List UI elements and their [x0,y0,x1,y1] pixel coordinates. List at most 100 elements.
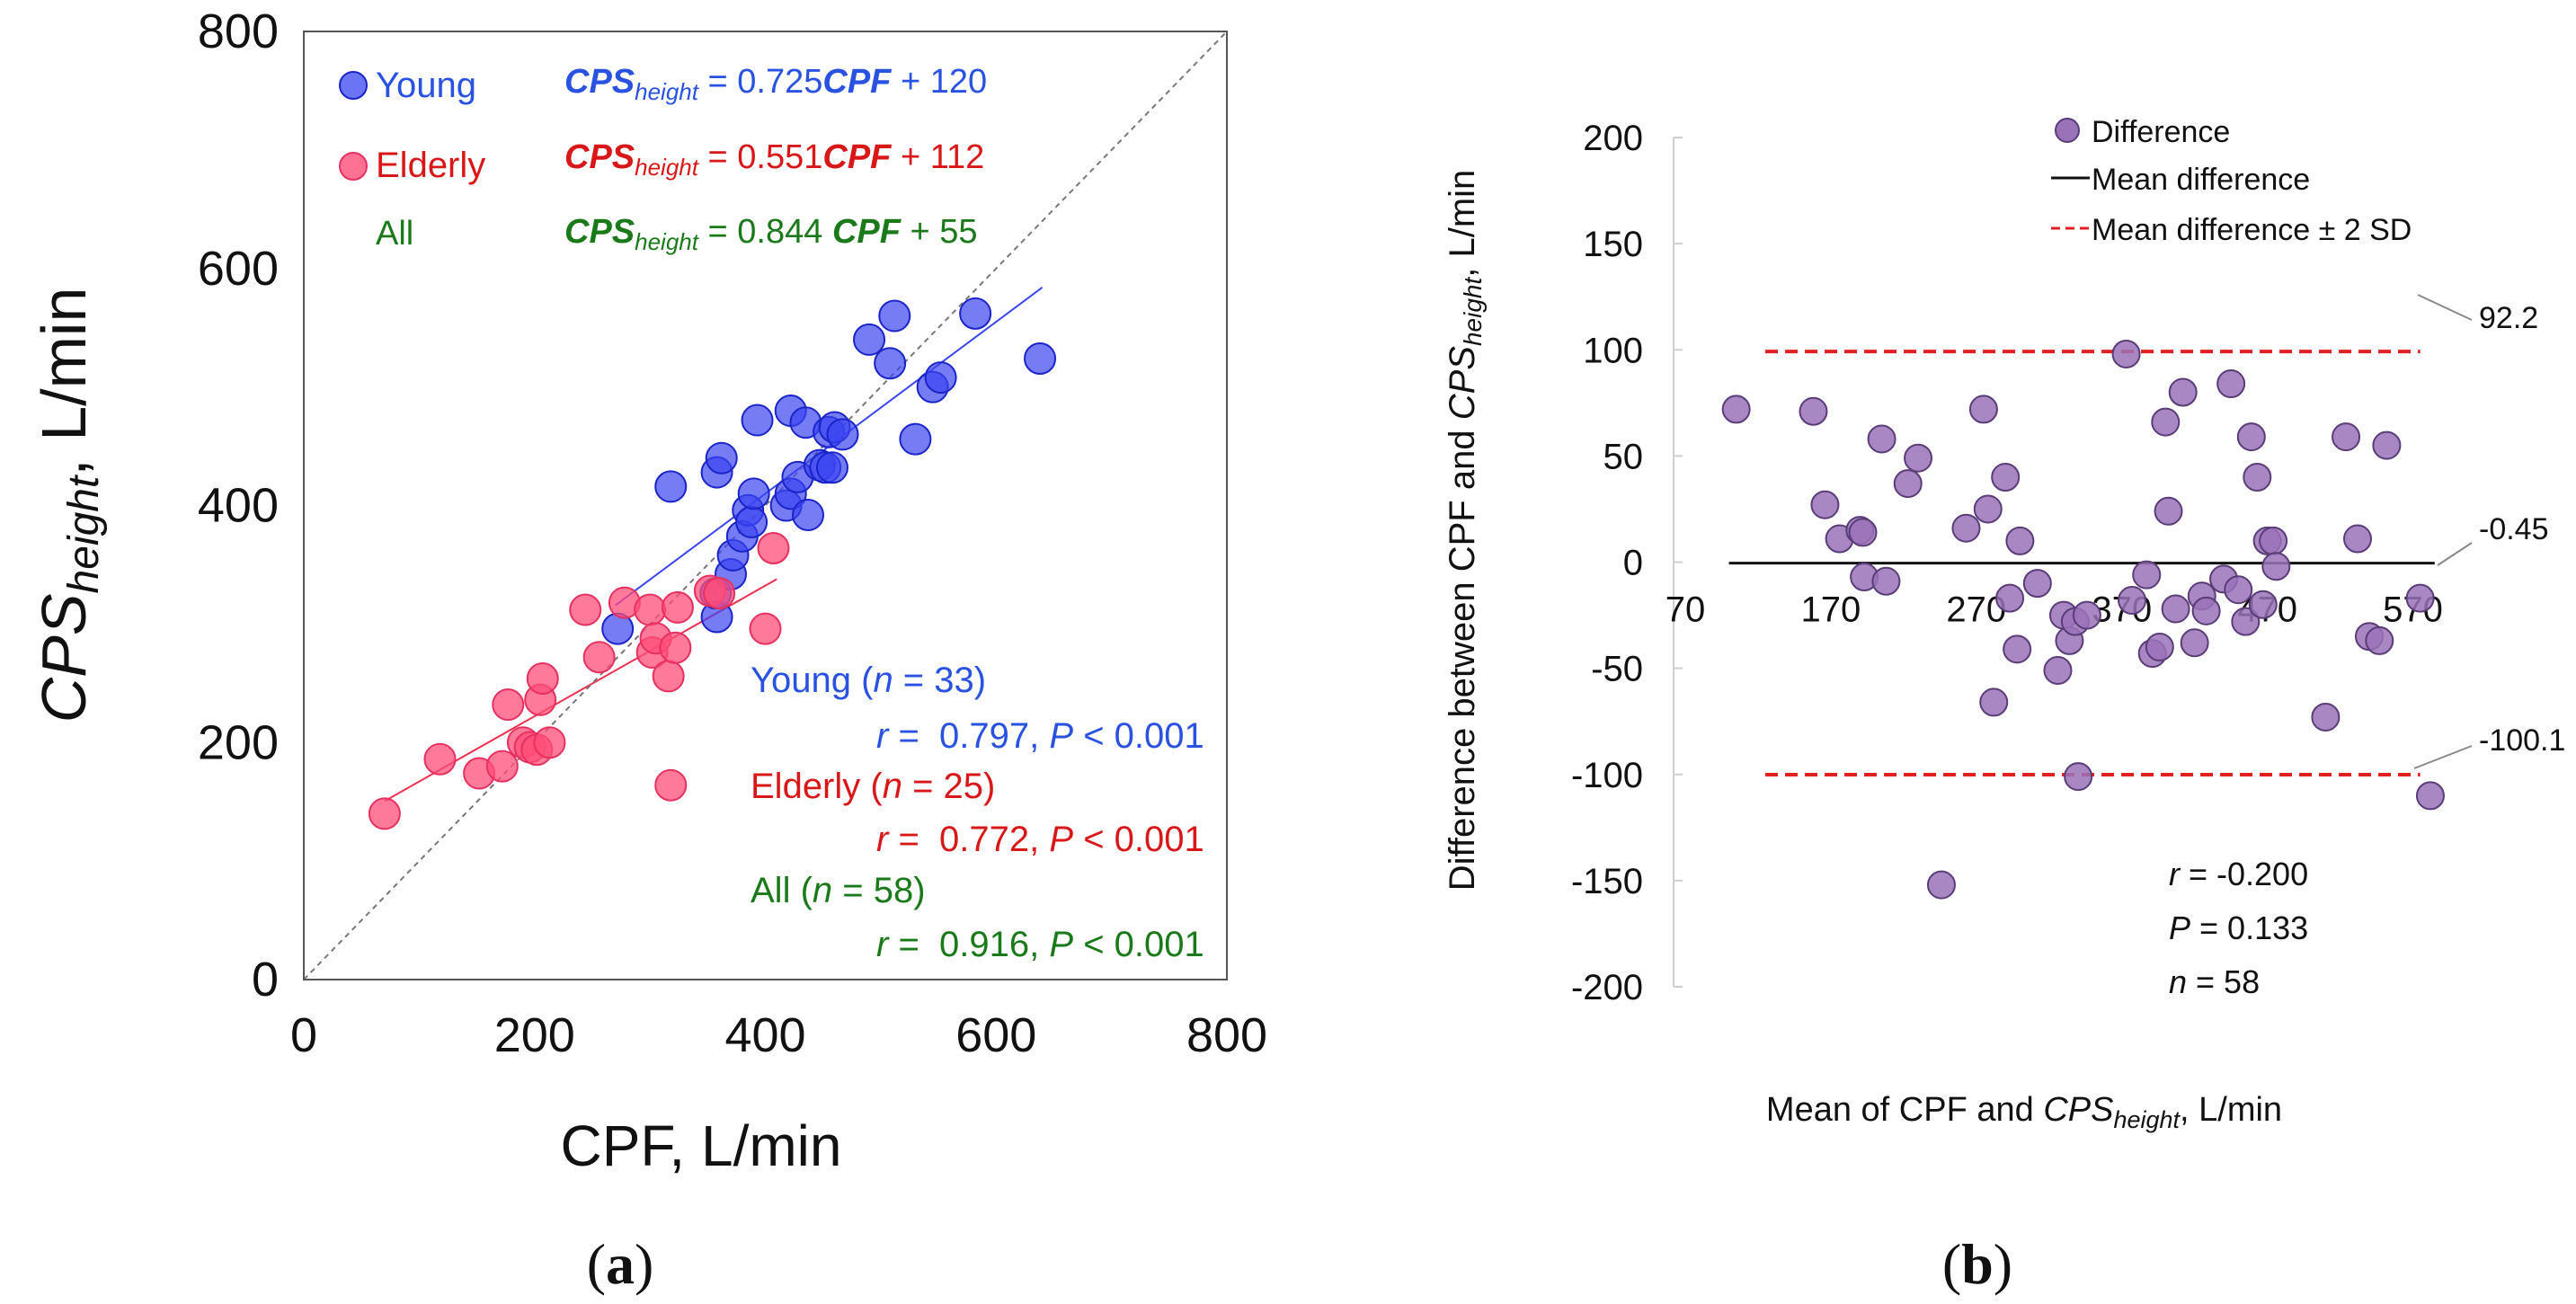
stats-all-r-var: r [876,925,890,964]
stats-all-r: r = 0.916, P < 0.001 [786,925,1275,964]
point-difference [1810,490,1840,519]
stats-all-n-val: = 58) [832,871,925,910]
point-difference [2064,762,2093,792]
eq-elderly-sub: height [635,154,700,181]
stats-elderly-n-label: Elderly ( [751,767,883,806]
point-difference [2332,422,2361,452]
stats-all-n-label: All ( [751,871,813,910]
point-young [853,323,886,356]
point-elderly [582,641,616,674]
panel-a-caption-letter: a [606,1232,635,1296]
panel-a-x-tick-label: 400 [724,1008,805,1062]
eq-young-sub: height [635,78,700,105]
stats-all-p-val: < 0.001 [1073,925,1204,964]
panel-a-x-tick-label: 200 [494,1008,575,1062]
stats-young-n-val: = 33) [893,661,986,700]
point-difference [2365,625,2394,655]
point-difference [2191,596,2221,625]
panel-a-x-tick-label: 800 [1186,1008,1267,1062]
point-elderly [569,593,602,626]
legend-elderly-label: Elderly [376,146,485,185]
point-difference [1848,518,1878,547]
panel-a-axis-ticks: 0 200 400 600 800 0 200 400 600 800 [198,4,1267,1062]
legend-difference-marker [2055,118,2080,143]
panel-a-plot-frame [303,31,1228,980]
stats-b-p-var: P [2169,909,2190,946]
panel-b-points [1721,339,2445,900]
panel-b-x-tick-label: 70 [1666,590,1706,630]
stats-young-r: r = 0.797, P < 0.001 [786,716,1275,756]
stats-elderly-r-val: = 0.772, [888,820,1049,859]
point-elderly [485,750,519,783]
point-difference [2168,377,2198,407]
stats-young-n-label: Young ( [751,661,874,700]
panel-b-y-tick-label: -100 [1571,756,1643,795]
stats-elderly-n-var: n [883,767,902,806]
eq-all-cps: CPS [564,213,635,251]
point-difference [2311,702,2341,732]
panel-b-y-tick-label: -200 [1571,968,1643,1007]
legend-young-label: Young [376,66,476,105]
panel-b-ylabel-unit: , L/min [1443,170,1482,278]
panel-a-identity-line [303,31,1228,980]
point-difference [1951,513,1981,543]
legend-young-marker [339,71,368,100]
point-difference [1867,424,1896,454]
point-young [874,347,907,380]
point-difference [2161,594,2190,624]
legend-elderly-marker [339,152,368,181]
eq-young-rest: = 0.725 [698,63,822,101]
panel-b: 200150100500-50-100-150-2007017027037047… [1443,115,2565,1296]
point-young [899,422,932,456]
point-young [791,499,824,532]
point-difference [2372,430,2402,460]
point-difference [2248,590,2278,619]
stats-elderly-p-val: < 0.001 [1073,820,1204,859]
point-young [1024,342,1057,375]
point-difference [1968,395,1998,424]
eq-young-cpf: CPF [822,63,893,101]
panel-b-y-tick-label: 0 [1623,544,1643,583]
eq-all-tail: + 55 [901,213,978,251]
point-difference [2132,560,2162,590]
point-elderly [661,590,694,624]
stats-elderly-n: Elderly (n = 25) [751,767,995,806]
stats-b-n-val: = 58 [2187,963,2260,1000]
point-elderly [654,768,688,802]
point-difference [2003,634,2032,664]
panel-b-y-tick-label: 200 [1583,119,1643,158]
stats-all-n-var: n [813,871,832,910]
point-difference [2261,552,2291,581]
stats-elderly-r: r = 0.772, P < 0.001 [786,820,1275,859]
panel-a-ylabel-main: CPS [29,593,99,723]
stats-b-n-var: n [2169,963,2187,1000]
point-elderly [533,726,566,759]
panel-b-x-tick-label: 170 [1801,590,1861,630]
point-elderly [368,797,401,830]
panel-b-stats: r = -0.200 P = 0.133 n = 58 [2169,856,2308,1000]
panel-b-xlabel-unit: , L/min [2180,1091,2282,1129]
stats-b-p: P = 0.133 [2169,909,2308,946]
stats-all-p-var: P [1049,925,1073,964]
annot-lower-pointer [2413,745,2473,769]
annot-upper-label: 92.2 [2479,301,2538,335]
point-difference [2343,524,2372,554]
panel-b-ylabel-sub: height [1459,277,1487,347]
panel-a-y-tick-label: 800 [198,4,279,58]
panel-b-legend: Difference Mean difference Mean differen… [2051,115,2412,247]
panel-a-caption: (a) [587,1232,654,1296]
point-difference [2243,463,2272,492]
annot-mean-label: -0.45 [2479,512,2549,546]
point-young [735,505,768,538]
panel-b-y-tick-label: -50 [1591,650,1643,689]
point-difference [2154,496,2183,526]
panel-b-y-axis-label: Difference between CPF and CPSheight, L/… [1443,170,1487,892]
point-difference [2236,422,2266,452]
panel-b-limit-annotations: 92.2 -0.45 -100.1 [2413,294,2565,769]
annot-upper-pointer [2417,294,2473,321]
legend-difference-label: Difference [2092,115,2230,149]
panel-b-xlabel-italic: CPS [2043,1091,2113,1129]
point-difference [1995,583,2025,613]
